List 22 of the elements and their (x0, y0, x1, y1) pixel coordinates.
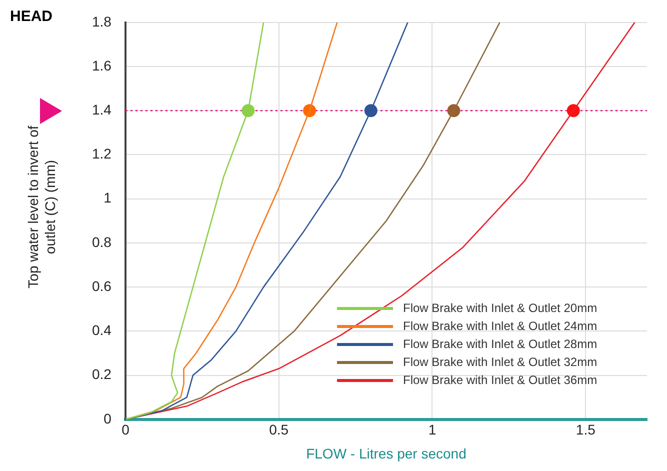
text: HEAD (10, 8, 53, 25)
x-axis-title: FLOW - Litres per second (306, 445, 466, 462)
y-tick-label: 0 (104, 410, 112, 426)
y-axis-title: Top water level to invert of outlet (C) (mm) (25, 124, 59, 290)
x-tick-label: 0.5 (269, 422, 289, 438)
legend-label: Flow Brake with Inlet & Outlet 20mm (403, 301, 598, 316)
x-tick-label: 1 (428, 422, 436, 438)
y-tick-label: 1.4 (92, 101, 112, 118)
y-tick-label: 1.2 (92, 146, 112, 162)
y-tick-label: 0.6 (92, 278, 112, 294)
legend-label: Flow Brake with Inlet & Outlet 24mm (403, 319, 598, 334)
legend-label: Flow Brake with Inlet & Outlet 32mm (403, 355, 598, 370)
y-tick-label: 0.8 (92, 234, 112, 250)
y-tick-label: 0.2 (92, 366, 112, 382)
y-tick-label: 1.8 (92, 13, 112, 30)
legend-label: Flow Brake with Inlet & Outlet 36mm (403, 373, 598, 388)
x-tick-label: 1.5 (576, 422, 596, 438)
legend-label: Flow Brake with Inlet & Outlet 28mm (403, 337, 598, 352)
y-tick-label: 0.4 (92, 322, 112, 338)
y-tick-label: 1 (104, 190, 112, 206)
x-tick-label: 0 (122, 422, 130, 438)
y-tick-label: 1.6 (92, 57, 112, 74)
